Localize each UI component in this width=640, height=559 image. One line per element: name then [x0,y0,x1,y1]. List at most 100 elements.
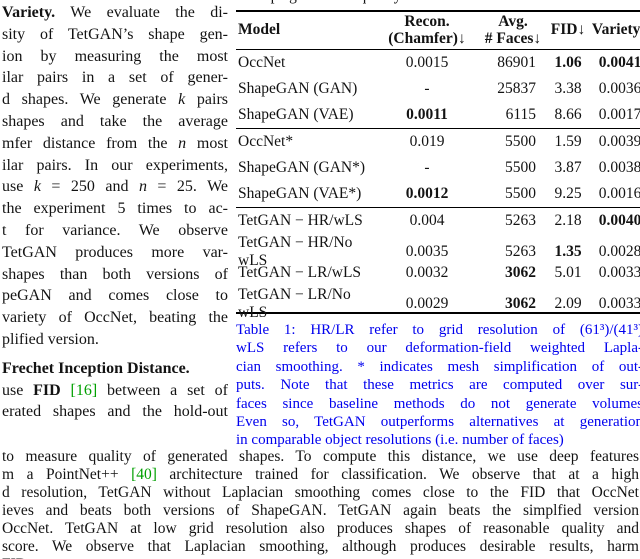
text-segment: to measure quality of generated shapes. … [2,448,639,465]
cell-model: ShapeGAN (GAN) [238,80,358,97]
table-row: OccNet 0.0015 86901 1.06 0.0041 [236,50,640,76]
text-segment: puts. Note that these metrics are comput… [236,377,640,394]
text-segment: use [2,381,34,399]
body-text-line: FID score. [2,556,639,559]
text-segment: ilar pairs in a set of gener- [2,69,228,87]
cell-faces: 5500 [505,159,536,176]
bottom-paragraph: to measure quality of generated shapes. … [2,448,639,559]
cell-recon: 0.0029 [405,295,449,312]
caption-line: cian smoothing. * indicates mesh simplif… [236,358,640,376]
cell-variety: 0.0016 [598,185,640,202]
text-segment: in comparable object resolutions (i.e. n… [236,432,564,449]
cell-recon: 0.0012 [405,185,449,202]
cell-variety: 0.0038 [598,159,640,176]
body-text-line: ieves and beats both versions of ShapeGA… [2,502,639,520]
cell-fid: 9.25 [554,185,582,202]
cell-variety: 0.0041 [598,54,640,71]
text-segment: use [2,178,34,196]
cell-model: ShapeGAN (GAN*) [238,159,365,176]
text-segment: variety of OccNet, beating the [2,309,228,327]
cell-variety: 0.0033 [598,295,640,312]
body-text-line: score. We observe that Laplacian smoothi… [2,538,639,556]
body-text-line: the experiment 5 times to ac- [2,198,228,220]
text-segment: plified version. [2,330,99,348]
text-segment: between a set of [97,381,229,399]
cell-variety: 0.0040 [598,212,640,229]
text-segment: OccNet. TetGAN at low grid resolution al… [2,520,639,537]
text-segment: score. We observe that Laplacian smoothi… [2,538,639,555]
cell-fid: 5.01 [554,264,582,281]
cell-faces: 5263 [505,212,536,229]
body-text-line: to measure quality of generated shapes. … [2,448,639,466]
citation-link[interactable]: [40] [131,466,157,483]
body-text-line: shapes than both versions of [2,264,228,286]
cell-faces: 6115 [505,106,536,123]
caption-line: Table 1: HR/LR refer to grid resolution … [236,321,640,339]
cell-fid: 1.59 [554,133,582,150]
cell-model: TetGAN − HR/wLS [238,212,363,229]
table-caption: Table 1: HR/LR refer to grid resolution … [236,321,640,450]
col-header-recon-top: Recon. [404,13,450,30]
cell-faces: 3062 [505,295,536,312]
text-segment: t for variance. We observe [2,221,228,239]
table-body: OccNet 0.0015 86901 1.06 0.0041 ShapeGAN (GAN… [236,50,640,321]
cell-faces: 5500 [505,133,536,150]
text-segment: cian smoothing. * indicates mesh simplif… [236,358,640,375]
body-text-line: OccNet. TetGAN at low grid resolution al… [2,520,639,538]
col-header-faces-top: Avg. [498,13,528,30]
citation-link[interactable]: [16] [70,381,98,399]
text-segment: wLS refers to our deformation-field weig… [236,340,640,357]
text-segment: m a PointNet++ [2,466,132,483]
col-header-faces: Avg. # Faces↓ [480,13,546,47]
text-segment: pairs [185,91,228,109]
cell-recon: - [424,80,430,97]
table-row: ShapeGAN (GAN*) - 5500 3.87 0.0038 [236,155,640,181]
text-segment: FID score. [2,556,67,559]
text-segment: ion by measuring the most [2,47,228,65]
cell-recon: 0.0011 [406,106,448,123]
text-segment: Table 1: HR/LR refer to grid resolution … [236,322,640,338]
table-row: ShapeGAN (GAN) - 25837 3.38 0.0036 [236,76,640,102]
text-segment: d resolution, TetGAN without Laplacian s… [2,484,639,501]
table-row: ShapeGAN (VAE) 0.0011 6115 8.66 0.0017 [236,102,640,128]
cell-faces: 25837 [497,80,536,97]
left-column-text: Variety. We evaluate the di-sity of TetG… [2,2,228,423]
table-row: TetGAN − LR/No wLS 0.0029 3062 2.09 0.0033 [236,286,640,321]
cell-recon: 0.0032 [405,264,449,281]
cell-variety: 0.0028 [598,243,640,260]
body-text-line: Variety. We evaluate the di- [2,2,228,24]
body-text-line: sity of TetGAN’s shape gen- [2,24,228,46]
cell-faces: 5263 [505,243,536,260]
col-header-faces-bottom: # Faces↓ [484,29,542,47]
text-segment: Variety. [2,4,56,21]
text-segment: sity of TetGAN’s shape gen- [2,25,228,43]
text-segment: erated shapes and the hold-out [2,403,228,421]
cell-faces: 3062 [505,264,536,281]
caption-line: puts. Note that these metrics are comput… [236,376,640,394]
table-row: TetGAN − LR/wLS 0.0032 3062 5.01 0.0033 [236,260,640,286]
body-text-line: ilar pairs in a set of gener- [2,67,228,89]
text-segment: shapes than both versions of [2,265,228,283]
col-header-recon-bottom: (Chamfer)↓ [388,29,466,47]
cell-fid: 3.38 [554,80,582,97]
text-segment: mfer distance from the [2,134,179,152]
text-segment: peGAN and comes close to [2,287,228,305]
cell-recon: 0.0015 [405,54,449,71]
text-segment: Frechet Inception Distance. [2,359,190,377]
text-segment: Even so, TetGAN outperforms alternatives… [236,414,640,431]
text-segment: TetGAN produces more var- [2,243,228,261]
body-text-line: ion by measuring the most [2,46,228,68]
body-text-line: plified version. [2,329,228,351]
text-segment: n [178,134,187,152]
col-header-recon: Recon. (Chamfer)↓ [374,13,480,47]
cell-recon: 0.019 [409,133,445,150]
table-row: TetGAN − HR/wLS 0.004 5263 2.18 0.0040 [236,207,640,234]
body-text-line: erated shapes and the hold-out [2,401,228,423]
cell-model: TetGAN − LR/wLS [238,264,362,281]
text-segment: d shapes. We generate [2,91,179,109]
body-text-line: use k = 250 and n = 25. We [2,176,228,198]
cell-fid: 3.87 [554,159,582,176]
top-clipped-line: shape generation quality [250,0,402,5]
text-segment [61,382,71,399]
